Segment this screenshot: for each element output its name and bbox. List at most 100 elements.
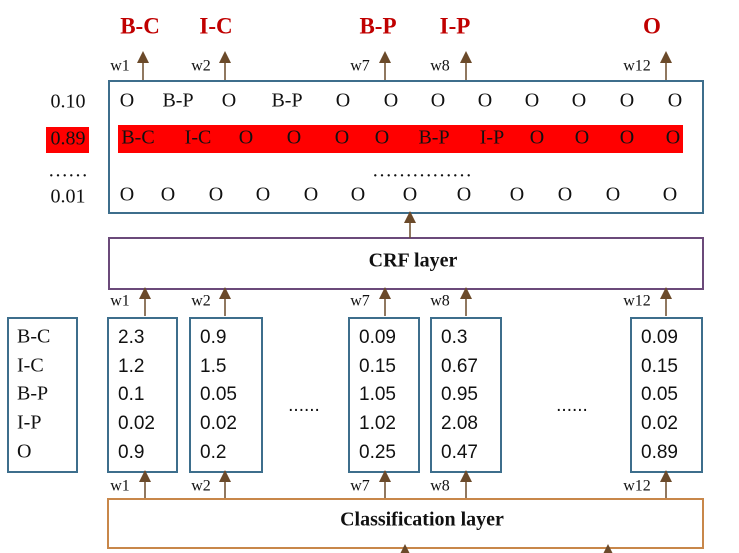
- ellipsis: ......: [556, 395, 588, 416]
- word-label: w7: [350, 293, 370, 310]
- tag-name: B-C: [17, 326, 50, 348]
- emission-score: 0.1: [118, 384, 144, 405]
- emission-score: 1.2: [118, 356, 144, 377]
- path-tag: B-P: [418, 127, 449, 149]
- tag-name: O: [17, 441, 31, 463]
- path-tag: O: [666, 127, 680, 149]
- path-tag: O: [606, 184, 620, 206]
- emission-score: 1.02: [359, 413, 396, 434]
- output-tag: I-C: [199, 13, 232, 38]
- tag-name: I-P: [17, 412, 41, 434]
- path-tag: O: [120, 90, 134, 112]
- word-label: w1: [110, 58, 130, 75]
- word-label: w8: [430, 58, 450, 75]
- word-label: w12: [623, 58, 651, 75]
- path-tag: O: [620, 127, 634, 149]
- path-tag: O: [668, 90, 682, 112]
- emission-score: 0.2: [200, 442, 226, 463]
- emission-score: 0.02: [118, 413, 155, 434]
- path-score: 0.89: [51, 128, 86, 150]
- output-tag: I-P: [440, 13, 471, 38]
- emission-score: 0.9: [118, 442, 144, 463]
- emission-score: 0.9: [200, 327, 226, 348]
- output-tag: B-C: [120, 13, 160, 38]
- path-tag: I-P: [480, 127, 504, 149]
- word-label: w2: [191, 478, 211, 495]
- emission-score: 0.95: [441, 384, 478, 405]
- emission-score: 0.67: [441, 356, 478, 377]
- path-tag: O: [384, 90, 398, 112]
- word-label: w7: [350, 58, 370, 75]
- path-tag: O: [457, 184, 471, 206]
- tag-name: I-C: [17, 355, 44, 377]
- path-tag: O: [209, 184, 223, 206]
- emission-score: 0.09: [359, 327, 396, 348]
- word-label: w1: [110, 293, 130, 310]
- path-tag: B-P: [271, 90, 302, 112]
- path-tag: O: [525, 90, 539, 112]
- path-tag: O: [558, 184, 572, 206]
- path-tag: O: [335, 127, 349, 149]
- output-tag: B-P: [359, 13, 396, 38]
- emission-score: 1.05: [359, 384, 396, 405]
- path-score: 0.01: [51, 186, 86, 208]
- word-label: w12: [623, 478, 651, 495]
- emission-score: 1.5: [200, 356, 226, 377]
- path-tag: O: [620, 90, 634, 112]
- emission-score: 0.02: [200, 413, 237, 434]
- best-score-highlight: [46, 127, 89, 153]
- path-score: 0.10: [51, 91, 86, 113]
- emission-score: 0.89: [641, 442, 678, 463]
- word-label: w8: [430, 478, 450, 495]
- path-tag: O: [239, 127, 253, 149]
- crf-label: CRF layer: [369, 250, 458, 272]
- path-tag: O: [161, 184, 175, 206]
- path-tag: O: [222, 90, 236, 112]
- path-tag: O: [478, 90, 492, 112]
- path-tag: O: [575, 127, 589, 149]
- emission-score: 0.47: [441, 442, 478, 463]
- emission-score: 0.09: [641, 327, 678, 348]
- classification-label: Classification layer: [340, 509, 504, 531]
- word-label: w1: [110, 478, 130, 495]
- path-tag: O: [530, 127, 544, 149]
- path-tag: O: [351, 184, 365, 206]
- path-tag: O: [403, 184, 417, 206]
- emission-score: 0.3: [441, 327, 467, 348]
- path-tag: O: [287, 127, 301, 149]
- path-tag: O: [304, 184, 318, 206]
- path-tag: I-C: [185, 127, 212, 149]
- emission-score: 0.25: [359, 442, 396, 463]
- path-tag: B-P: [162, 90, 193, 112]
- crf-box: [108, 237, 704, 290]
- emission-score: 2.08: [441, 413, 478, 434]
- word-label: w2: [191, 58, 211, 75]
- tag-name: B-P: [17, 383, 48, 405]
- emission-score: 0.15: [641, 356, 678, 377]
- ellipsis: ......: [288, 395, 320, 416]
- best-path-highlight: [118, 125, 683, 153]
- emission-score: 0.02: [641, 413, 678, 434]
- emission-score: 2.3: [118, 327, 144, 348]
- path-tag: O: [663, 184, 677, 206]
- path-tag: B-C: [121, 127, 154, 149]
- ellipsis: ……………: [372, 160, 472, 182]
- path-tag: O: [336, 90, 350, 112]
- emission-score: 0.05: [200, 384, 237, 405]
- emission-score: 0.15: [359, 356, 396, 377]
- word-label: w7: [350, 478, 370, 495]
- word-label: w8: [430, 293, 450, 310]
- path-tag: O: [375, 127, 389, 149]
- path-tag: O: [256, 184, 270, 206]
- word-label: w12: [623, 293, 651, 310]
- path-tag: O: [510, 184, 524, 206]
- path-tag: O: [431, 90, 445, 112]
- output-tag: O: [643, 13, 661, 38]
- ellipsis: ……: [48, 160, 88, 182]
- tag-box: [7, 317, 78, 473]
- path-tag: O: [120, 184, 134, 206]
- word-label: w2: [191, 293, 211, 310]
- emission-score: 0.05: [641, 384, 678, 405]
- path-tag: O: [572, 90, 586, 112]
